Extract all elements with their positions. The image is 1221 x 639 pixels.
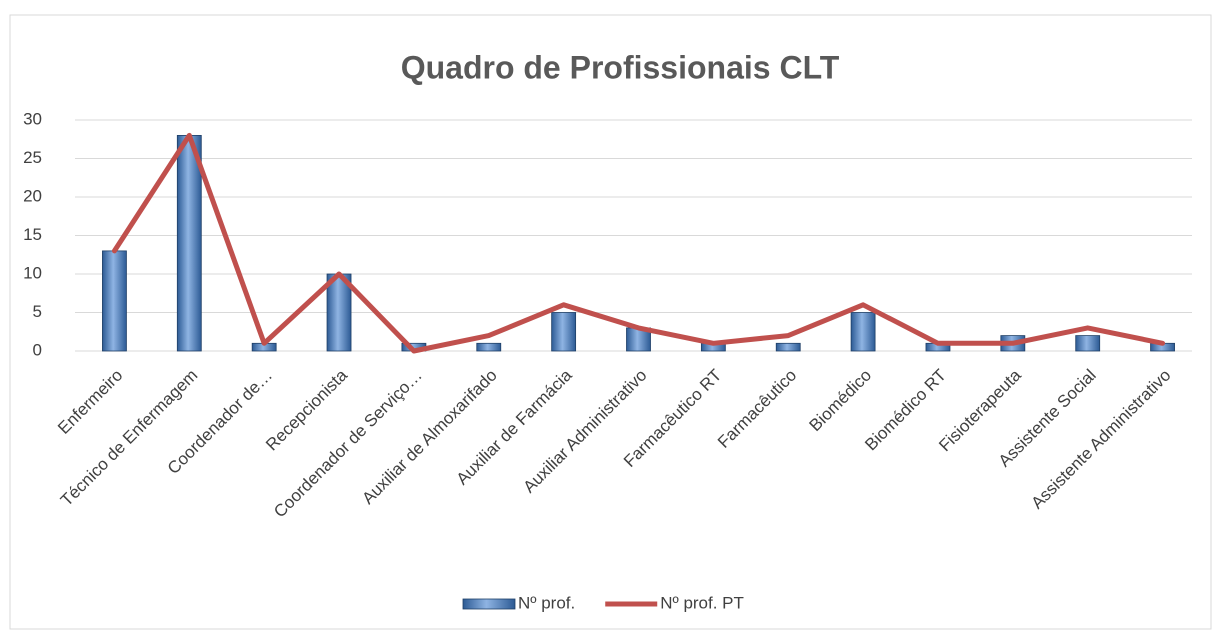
bar: [326, 273, 352, 352]
y-tick-label: 20: [23, 186, 42, 205]
y-tick-label: 5: [33, 302, 42, 321]
bar: [176, 134, 202, 352]
bar: [775, 342, 801, 352]
y-tick-label: 0: [33, 340, 42, 359]
bar: [850, 312, 876, 352]
legend-swatch: [462, 598, 516, 610]
y-tick-label: 15: [23, 225, 42, 244]
bar: [551, 312, 577, 352]
y-tick-label: 10: [23, 263, 42, 282]
legend-label: Nº prof.: [518, 593, 575, 612]
y-tick-label: 25: [23, 148, 42, 167]
bar: [1075, 335, 1101, 352]
chart-border: [9, 14, 1212, 630]
legend-label: Nº prof. PT: [660, 593, 744, 612]
chart-title: Quadro de Profissionais CLT: [401, 49, 840, 85]
line: [111, 132, 1166, 354]
bar: [102, 250, 127, 352]
bar: [476, 342, 502, 352]
y-tick-label: 30: [23, 109, 42, 128]
